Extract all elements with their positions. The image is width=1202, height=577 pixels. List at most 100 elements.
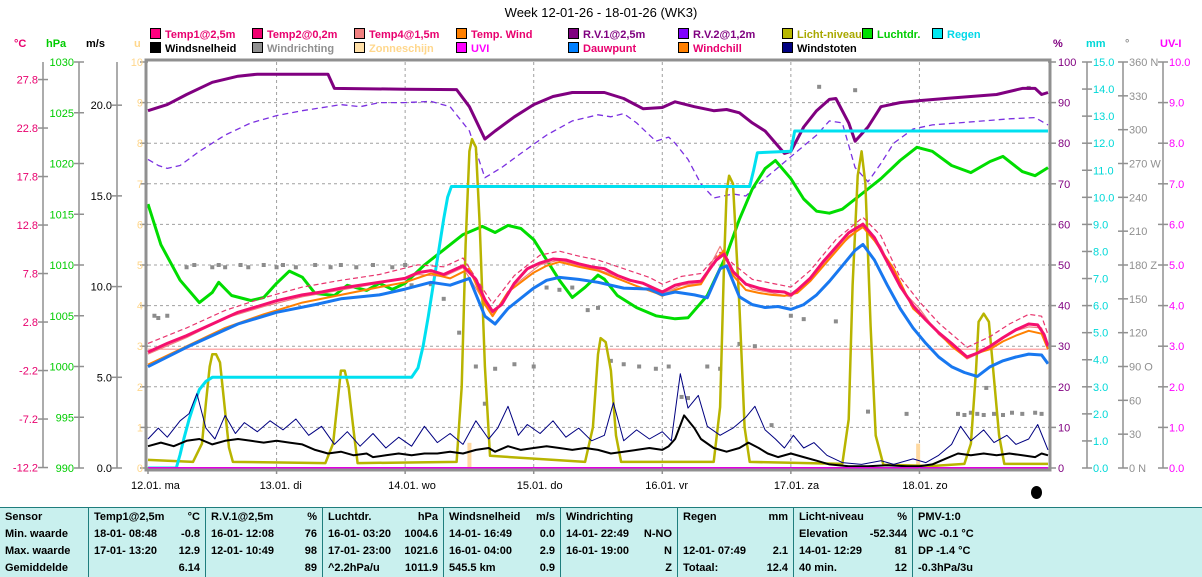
wind-direction-dot [992,411,996,416]
series-windstoten [147,373,1049,465]
axis-tick-label: 30 [1058,341,1070,353]
legend-label: Dauwpunt [583,43,637,55]
series-dauwpunt [147,242,1050,378]
axis-header-ms: m/s [86,38,105,50]
legend-swatch-icon [354,28,365,39]
axis-tick-label: -12.2 [13,463,38,475]
wind-direction-dot [428,282,433,287]
axis-tick-label: 90 O [1129,362,1153,374]
wind-direction-dot [975,411,980,416]
axis-tick-label: 2.0 [1169,382,1184,394]
wind-direction-dot [409,283,414,288]
legend-label: UVI [471,43,490,55]
axis-tick-label: 3 [137,341,143,353]
axis-tick-label: 5 [137,260,143,272]
legend-label: Windstoten [797,43,857,55]
table-col-header: Windsnelheid [449,511,521,523]
legend-item-temp4-1-5m: Temp4@1,5m [354,28,439,41]
x-axis-label: 13.01. di [260,480,302,492]
x-axis-label: 18.01. zo [902,480,947,492]
table-col-unit: m/s [536,511,555,523]
chart-canvas[interactable]: 27.822.817.812.87.82.8-2.2-7.2-12.210301… [0,0,1202,505]
series-temp2-0-2m [147,216,1049,348]
wind-direction-dot [570,285,575,290]
legend-swatch-icon [456,42,467,53]
table-cell-value: 76 [304,528,317,540]
wind-direction-dot [621,362,626,367]
x-axis-label: 12.01. ma [131,480,181,492]
axis-tick-label: 27.8 [17,75,38,87]
legend-swatch-icon [782,28,793,39]
table-cell-time: Totaal: [683,562,719,574]
table-col-unit: % [897,511,907,523]
wind-direction-dot [210,265,215,270]
axis-tick-label: 0 [137,463,143,475]
wind-direction-dot [962,412,967,417]
wind-direction-dot [390,265,395,270]
wind-direction-dot [261,263,266,267]
table-col-unit: hPa [417,511,438,523]
axis-tick-label: 1 [137,422,143,434]
table-cell-value: 1011.9 [404,562,438,574]
axis-tick-label: 2 [137,382,143,394]
series-r-v-2-1-2m [147,100,1049,199]
wind-direction-dot [512,362,517,367]
table-cell-time: 14-01- 22:49 [566,528,629,540]
table-cell-time: 17-01- 23:00 [328,545,391,557]
axis-tick-label: 100 [1058,57,1076,69]
axis-tick-label: 1.0 [1169,422,1184,434]
wind-direction-dot [585,308,590,313]
table-cell-value: -0.8 [181,528,200,540]
wind-direction-dot [608,358,613,363]
axis-tick-label: 6.0 [1093,301,1108,313]
axis-tick-label: 11.0 [1093,165,1114,177]
table-cell-value: 1004.6 [404,528,438,540]
wind-direction-dot [956,411,960,416]
table-cell-value: 12.4 [766,562,788,574]
table-cell-time: 17-01- 13:20 [94,545,157,557]
wind-direction-dot [1039,411,1044,416]
wind-direction-dot [531,364,536,369]
wind-direction-dot [184,265,189,270]
wind-direction-dot [1010,410,1014,415]
legend-item-windsnelheid: Windsnelheid [150,42,236,55]
legend-label: Zonneschijn [369,43,434,55]
axis-tick-label: 4 [137,301,143,313]
wind-direction-dot [493,366,498,371]
axis-header-u: u [134,38,141,50]
wind-direction-dot [544,285,549,290]
table-col-licht-niveau: Licht-niveau% Elevation -52.344 14-01- 12:2… [793,508,912,577]
axis-tick-label: 10 [131,57,143,69]
legend-item-temp1-2-5m: Temp1@2,5m [150,28,235,41]
table-cell-time: 12-01- 10:49 [211,545,274,557]
table-col-header: Temp1@2,5m [94,511,165,523]
x-axis-label: 14.01. wo [388,480,436,492]
series-luchtdr- [146,145,1049,321]
wind-direction-dot [833,319,838,324]
axis-tick-label: 6 [137,219,143,231]
wind-direction-dot [686,396,690,401]
table-cell-time: 16-01- 12:08 [211,528,274,540]
table-cell-value: 2.9 [539,545,555,557]
table-col-windrichting: Windrichting 14-01- 22:49 N-NO 16-01- 19:00… [560,508,677,577]
x-axis-label: 17.01. za [774,480,820,492]
axis-tick-label: 60 [1129,395,1141,407]
axis-tick-label: 10.0 [1093,192,1114,204]
wind-direction-dot [1020,411,1025,416]
legend-item-r-v-2-1-2m: R.V.2@1,2m [678,28,755,41]
wind-direction-dot [313,263,318,267]
axis-tick-label: 90 [1058,98,1070,110]
axis-tick-label: 1000 [50,362,74,374]
table-col-header: PMV-1:0 [918,511,961,523]
wind-direction-dot [705,364,710,369]
legend-swatch-icon [354,42,365,53]
axis-tick-label: 150 [1129,294,1147,306]
axis-tick-label: 1025 [50,108,74,120]
axis-tick-label: 3.0 [1169,341,1184,353]
axis-tick-label: 995 [56,412,74,424]
axis-tick-label: 1030 [50,57,74,69]
wind-direction-dot [666,364,671,369]
axis-tick-label: 8 [137,138,143,150]
x-axis-label: 15.01. do [517,480,563,492]
axis-tick-label: 9.0 [1093,219,1108,231]
